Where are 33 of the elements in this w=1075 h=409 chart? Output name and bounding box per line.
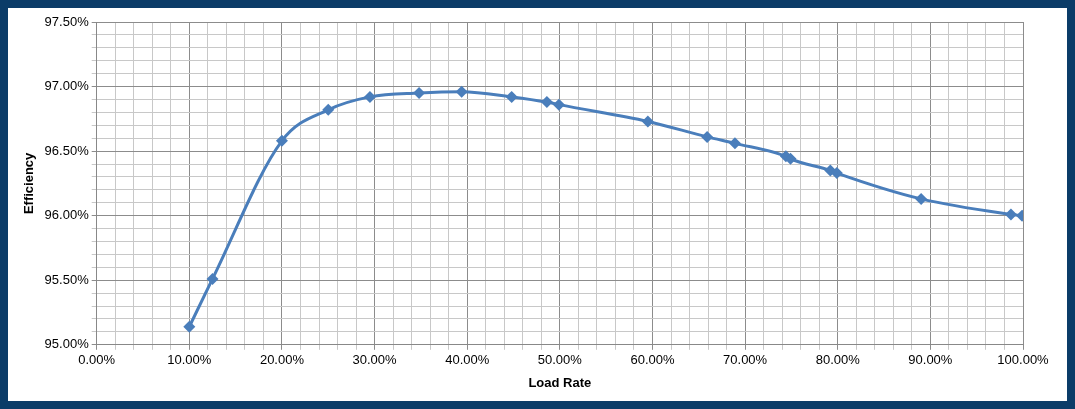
x-tick-label: 20.00% (259, 352, 305, 368)
y-tick-label: 95.50% (44, 271, 90, 287)
y-tick-label: 97.50% (44, 13, 90, 29)
point (552, 98, 565, 111)
point (701, 130, 714, 143)
x-tick-label: 90.00% (908, 352, 953, 368)
y-tick-label: 96.00% (44, 207, 90, 223)
point (1004, 208, 1017, 221)
x-tick-label: 70.00% (723, 352, 768, 368)
x-tick-label: 50.00% (537, 352, 583, 368)
x-tick-label: 60.00% (630, 352, 675, 368)
point (275, 134, 288, 147)
point (540, 96, 553, 109)
x-tick-label: 30.00% (352, 352, 398, 368)
point (505, 90, 518, 103)
point (363, 90, 376, 103)
point (322, 103, 335, 116)
y-axis-title: Efficiency (21, 151, 37, 215)
point (183, 320, 196, 333)
point (455, 85, 468, 98)
x-tick-label: 80.00% (815, 352, 861, 368)
y-tick-label: 95.00% (44, 336, 90, 352)
point (641, 115, 654, 128)
y-tick-label: 96.50% (44, 142, 90, 158)
point (915, 192, 928, 205)
point (728, 137, 741, 150)
x-tick-label: 40.00% (445, 352, 490, 368)
x-axis-title: Load Rate (528, 374, 592, 390)
x-tick-label: 10.00% (167, 352, 212, 368)
x-tick-label: 0.00% (78, 352, 116, 368)
x-tick-label: 100.00% (997, 352, 1050, 368)
y-tick-label: 97.00% (44, 78, 90, 94)
point (206, 272, 219, 285)
